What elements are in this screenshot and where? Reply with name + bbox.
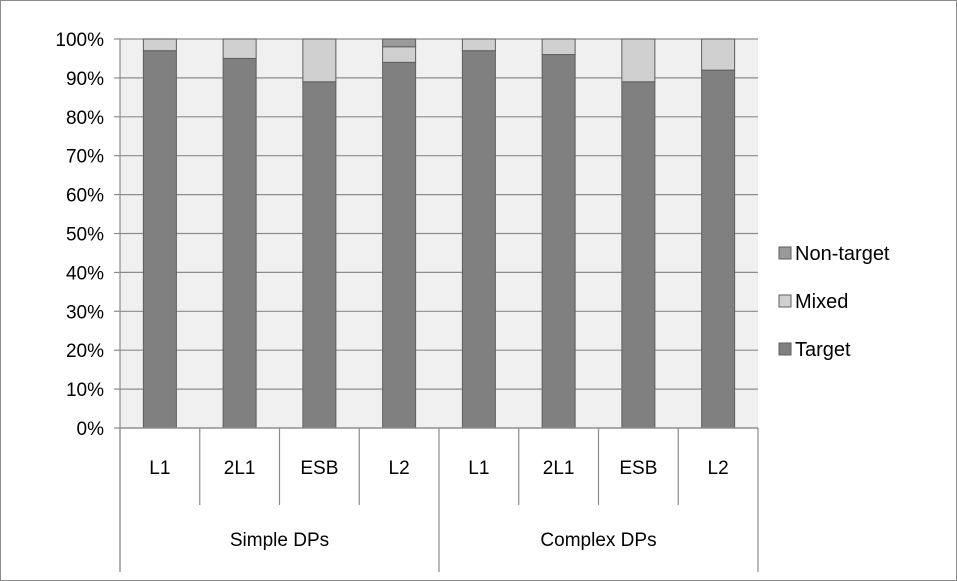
legend: Non-target Mixed Target <box>778 243 890 361</box>
y-axis: 0% 10% 20% 30% 40% 50% 60% 70% 80% 90% 100% <box>55 30 121 572</box>
bar-segment-non-target <box>382 38 417 48</box>
x-category-label: 2L1 <box>543 458 575 479</box>
y-tick-label: 100% <box>55 30 104 51</box>
x-category-label: 2L1 <box>224 458 256 479</box>
y-tick-label: 20% <box>66 341 104 362</box>
bar-segment-target <box>142 50 177 429</box>
bar-segment-mixed <box>541 38 576 56</box>
bars <box>142 38 736 429</box>
plot-area <box>120 38 758 429</box>
legend-swatch-mixed <box>778 294 792 308</box>
legend-label-mixed: Mixed <box>795 291 848 313</box>
y-tick-label: 30% <box>66 302 104 323</box>
bar-segment-mixed <box>382 46 417 63</box>
x-category-label: L1 <box>149 458 170 479</box>
x-axis: L1 2L1 ESB L2 L1 2L1 ESB L2 Simple DPs Complex DP… <box>119 427 759 572</box>
legend-swatch-target <box>778 342 792 356</box>
y-tick-label: 40% <box>66 263 104 284</box>
bar-segment-mixed <box>461 38 496 52</box>
bar-segment-mixed <box>701 38 736 71</box>
bar-segment-target <box>621 81 656 429</box>
bar-segment-mixed <box>142 38 177 52</box>
x-category-label: ESB <box>300 458 338 479</box>
x-category-label: ESB <box>619 458 657 479</box>
bar-segment-target <box>382 61 417 429</box>
bar-segment-target <box>222 57 257 429</box>
bar-segment-mixed <box>621 38 656 83</box>
x-group-label: Simple DPs <box>230 530 329 551</box>
y-tick-label: 60% <box>66 186 104 207</box>
legend-swatch-non-target <box>778 246 792 260</box>
x-category-label: L2 <box>708 458 729 479</box>
bar-segment-mixed <box>302 38 337 83</box>
y-tick-label: 70% <box>66 147 104 168</box>
y-tick-label: 0% <box>77 419 105 440</box>
legend-label-target: Target <box>795 339 851 361</box>
bar-segment-target <box>701 69 736 429</box>
bar-segment-target <box>541 54 576 429</box>
y-tick-label: 90% <box>66 69 104 90</box>
bar-segment-mixed <box>222 38 257 59</box>
bar-segment-target <box>302 81 337 429</box>
y-tick-label: 80% <box>66 108 104 129</box>
x-category-label: L2 <box>389 458 410 479</box>
y-tick-label: 10% <box>66 380 104 401</box>
bar-segment-target <box>461 50 496 429</box>
y-tick-label: 50% <box>66 225 104 246</box>
x-category-label: L1 <box>468 458 489 479</box>
x-group-label: Complex DPs <box>540 530 656 551</box>
legend-label-non-target: Non-target <box>795 243 890 265</box>
